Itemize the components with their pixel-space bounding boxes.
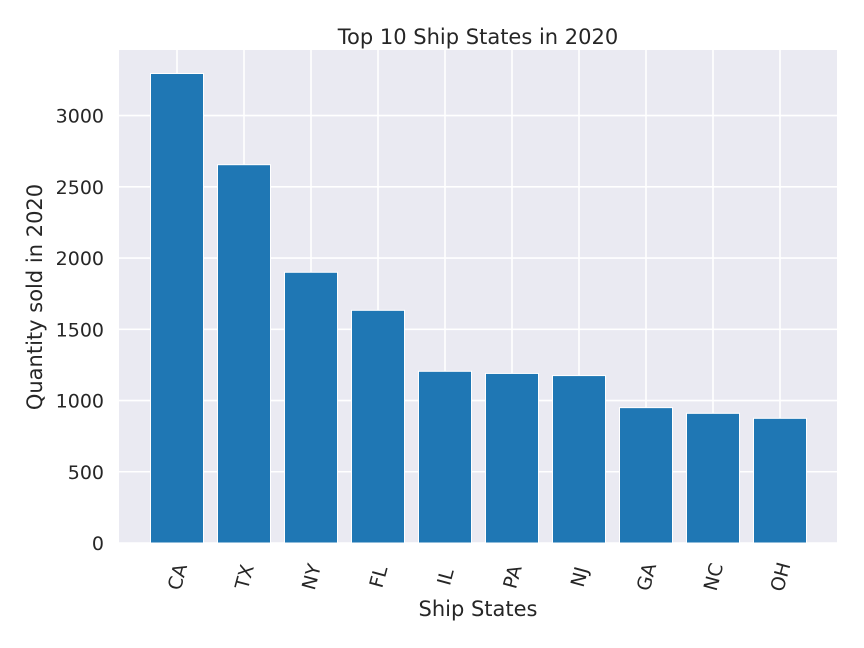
bar-pa	[485, 372, 539, 544]
x-axis-ticks: CA TX NY FL IL PA NJ GA NC OH	[164, 560, 795, 594]
bars	[150, 73, 807, 544]
y-tick-label: 3000	[56, 106, 104, 128]
y-axis-ticks: 0 500 1000 1500 2000 2500 3000	[56, 106, 104, 555]
x-tick-label-il: IL	[433, 566, 459, 588]
x-tick-label-ga: GA	[633, 561, 661, 593]
x-tick-label-nj: NJ	[567, 565, 593, 590]
x-tick-label-pa: PA	[499, 563, 526, 591]
bar-ga	[619, 407, 673, 544]
bar-oh	[753, 417, 807, 544]
y-tick-label: 0	[92, 533, 104, 555]
x-tick-label-ny: NY	[298, 561, 326, 592]
bar-tx	[217, 164, 271, 544]
y-axis-label: Quantity sold in 2020	[23, 184, 47, 410]
x-tick-label-nc: NC	[700, 561, 728, 593]
bar-ny	[284, 271, 338, 544]
bar-ca	[150, 73, 204, 544]
y-tick-label: 1000	[56, 391, 104, 413]
y-tick-label: 500	[68, 462, 104, 484]
y-tick-label: 2500	[56, 177, 104, 199]
x-tick-label-ca: CA	[164, 561, 192, 592]
bar-nc	[686, 412, 740, 544]
x-tick-label-oh: OH	[767, 560, 796, 594]
chart-title: Top 10 Ship States in 2020	[337, 25, 618, 49]
x-tick-label-fl: FL	[366, 563, 393, 590]
x-axis-label: Ship States	[418, 597, 537, 621]
x-tick-label-tx: TX	[231, 562, 259, 592]
bar-il	[418, 370, 472, 544]
y-tick-label: 2000	[56, 248, 104, 270]
bar-nj	[552, 375, 606, 544]
bar-fl	[351, 309, 405, 544]
y-tick-label: 1500	[56, 319, 104, 341]
